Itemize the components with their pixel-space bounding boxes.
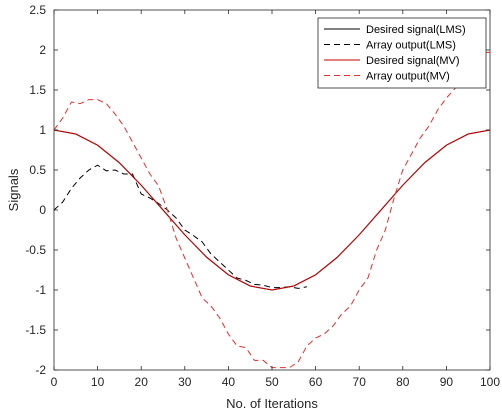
x-tick-label: 30 <box>178 375 192 389</box>
y-tick-label: -1.5 <box>25 323 46 337</box>
x-tick-label: 40 <box>222 375 236 389</box>
y-tick-label: 1 <box>39 123 46 137</box>
x-tick-label: 80 <box>396 375 410 389</box>
y-tick-label: -1 <box>35 283 46 297</box>
x-tick-label: 70 <box>353 375 367 389</box>
x-tick-label: 100 <box>480 375 500 389</box>
x-tick-label: 60 <box>309 375 323 389</box>
series-line-2 <box>53 129 491 291</box>
legend-entry-1: Array output(LMS) <box>366 40 456 52</box>
x-tick-label: 0 <box>51 375 58 389</box>
ticks-layer: 0 10 20 30 40 50 60 70 80 90 100 -2 -1.5 -1 -0.5 0 0.5 1 1… <box>25 3 500 389</box>
y-tick-label: 0 <box>39 203 46 217</box>
legend-entry-0: Desired signal(LMS) <box>366 24 466 36</box>
x-tick-label: 90 <box>440 375 454 389</box>
x-tick-label: 20 <box>135 375 149 389</box>
legend: Desired signal(LMS) Array output(LMS) Desi… <box>317 17 487 89</box>
y-tick-label: 1.5 <box>29 83 46 97</box>
x-axis-label: No. of Iterations <box>226 396 318 411</box>
x-tick-label: 50 <box>265 375 279 389</box>
legend-entry-2: Desired signal(MV) <box>366 55 460 67</box>
legend-box <box>317 17 487 89</box>
y-tick-label: -2 <box>35 363 46 377</box>
series-line-1 <box>53 164 307 289</box>
y-tick-label: -0.5 <box>25 243 46 257</box>
y-tick-label: 2 <box>39 43 46 57</box>
x-tick-label: 10 <box>91 375 105 389</box>
y-axis-label: Signals <box>6 168 21 211</box>
y-tick-label: 0.5 <box>29 163 46 177</box>
y-tick-label: 2.5 <box>29 3 46 17</box>
legend-entry-3: Array output(MV) <box>366 71 450 83</box>
